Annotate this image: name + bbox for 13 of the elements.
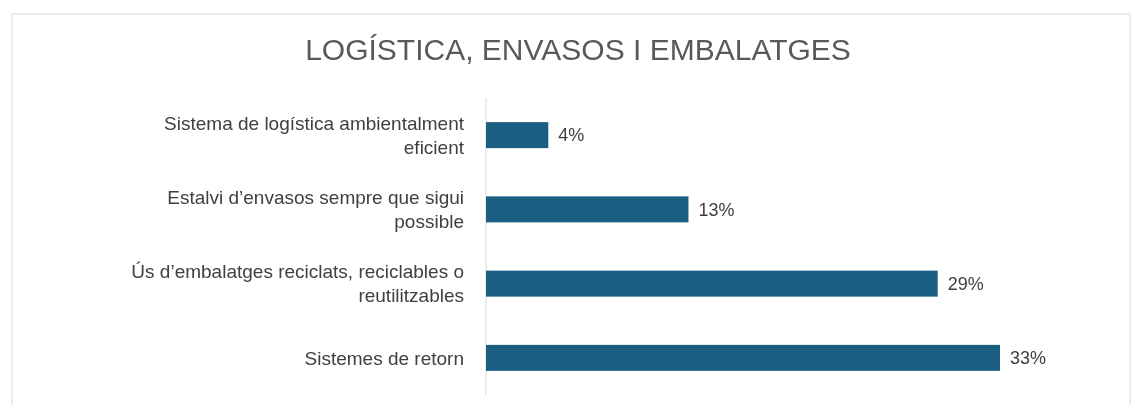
data-label: 29%: [947, 273, 984, 294]
y-tick-label: Sistemes de retorn: [304, 347, 464, 369]
bar: [486, 270, 938, 297]
bar: [486, 122, 549, 149]
bar: [486, 344, 1000, 371]
y-tick-label: Ús d’embalatges reciclats, reciclables o reutilitzables: [131, 261, 464, 307]
chart-title: LOGÍSTICA, ENVASOS I EMBALATGES: [305, 33, 851, 66]
y-tick-label: Estalvi d’envasos sempre que sigui possible: [167, 187, 464, 233]
y-tick-label: Sistema de logística ambientalment eficient: [164, 112, 465, 158]
data-label: 33%: [1010, 348, 1047, 369]
bar: [486, 196, 689, 223]
data-label: 4%: [558, 125, 585, 146]
data-label: 13%: [698, 199, 735, 220]
